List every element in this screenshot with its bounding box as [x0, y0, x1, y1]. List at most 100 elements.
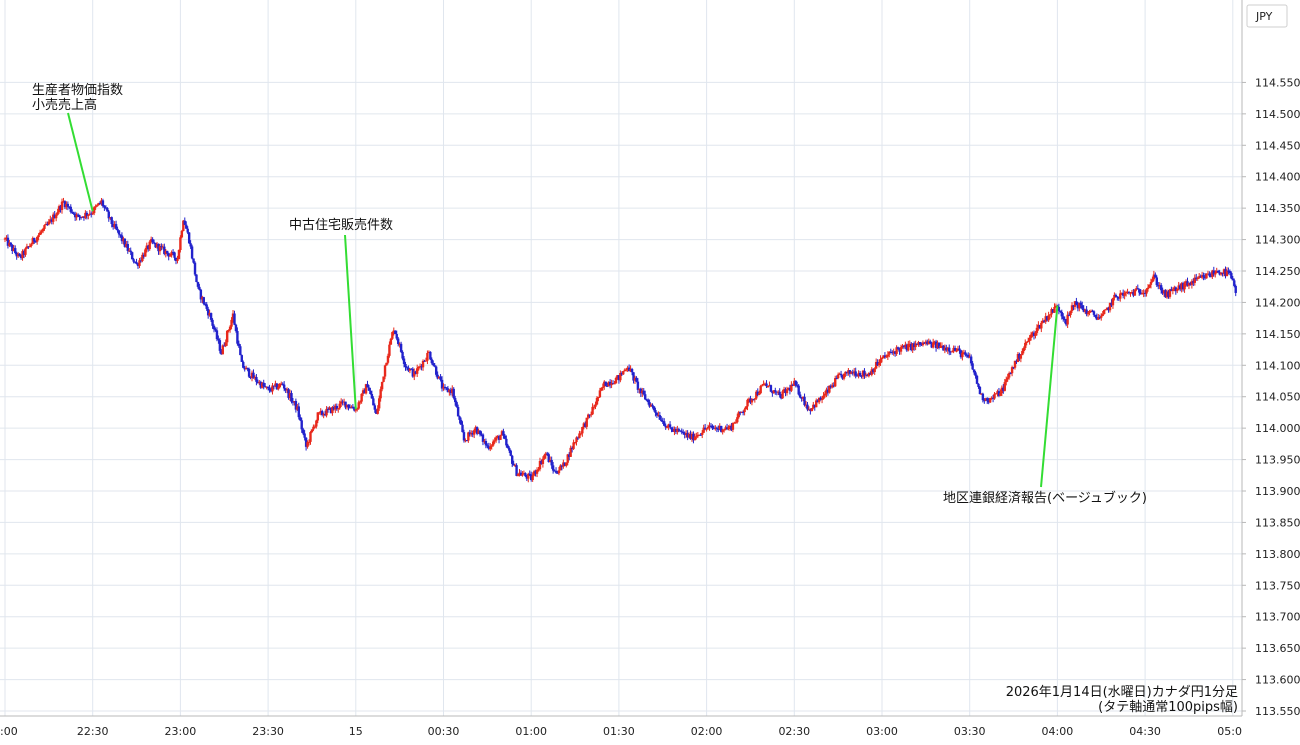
candle-body: [582, 423, 586, 427]
candle-body: [956, 348, 960, 351]
candle-body: [626, 367, 629, 370]
candle-body: [1222, 269, 1226, 274]
candle-body: [306, 442, 309, 447]
candle-body: [604, 381, 607, 386]
candle-body: [1234, 285, 1237, 293]
candle-body: [972, 369, 976, 373]
candle-body: [635, 377, 638, 382]
candle-body: [339, 401, 343, 404]
candle-body: [367, 387, 371, 391]
candle-body: [519, 472, 523, 476]
candle-body: [528, 473, 531, 475]
candle-body: [350, 406, 353, 408]
candle-body: [154, 243, 157, 248]
candle-body: [234, 324, 238, 332]
candle-body: [883, 355, 887, 357]
candle-body: [1219, 272, 1223, 275]
candle-body: [1037, 324, 1040, 328]
candle-body: [1151, 279, 1154, 283]
candle-body: [1211, 270, 1214, 277]
candle-body: [682, 431, 685, 433]
candle-body: [790, 384, 793, 391]
candle-body: [453, 398, 457, 403]
candle-body: [983, 400, 986, 402]
candle-body: [948, 347, 951, 352]
candle-body: [565, 462, 568, 466]
candle-body: [844, 371, 847, 374]
candle-body: [465, 440, 469, 442]
candle-body: [1216, 271, 1220, 273]
candle-body: [1081, 305, 1084, 309]
candle-body: [309, 432, 312, 442]
candle-body: [636, 381, 640, 390]
candle-body: [1228, 271, 1232, 274]
candle-body: [531, 475, 534, 481]
candle-body: [497, 436, 501, 440]
candle-body: [931, 342, 935, 348]
candle-body: [1010, 367, 1014, 374]
candle-body: [777, 391, 780, 393]
candle-body: [436, 374, 439, 379]
candle-body: [670, 427, 673, 430]
candle-body: [815, 400, 818, 408]
candle-body: [1189, 282, 1192, 285]
candle-body: [274, 383, 277, 387]
y-tick-label: 113.550: [1255, 705, 1300, 718]
candle-body: [1164, 290, 1167, 298]
candle-body: [619, 372, 622, 381]
candle-body: [603, 381, 606, 387]
candle-body: [41, 228, 45, 232]
candle-body: [750, 399, 754, 403]
candle-body: [414, 371, 417, 374]
y-tick-label: 114.550: [1255, 76, 1300, 89]
candle-body: [418, 366, 422, 368]
candle-body: [737, 412, 740, 418]
candle-body: [980, 393, 983, 395]
candle-body: [375, 409, 378, 414]
candle-body: [136, 263, 140, 266]
candle-body: [965, 354, 968, 356]
candle-body: [244, 367, 248, 370]
candle-body: [161, 246, 165, 248]
candle-body: [170, 252, 173, 256]
candle-body: [1086, 312, 1090, 315]
candle-body: [1063, 318, 1066, 320]
candle-body: [1002, 387, 1005, 391]
candle-body: [84, 212, 87, 218]
candle-body: [665, 427, 669, 429]
candle-body: [977, 383, 980, 387]
candle-body: [1066, 314, 1069, 325]
candle-body: [326, 408, 330, 410]
candle-body: [1178, 285, 1182, 290]
candle-body: [281, 383, 284, 385]
candle-body: [505, 438, 508, 446]
candle-body: [1012, 367, 1015, 369]
candle-body: [225, 330, 229, 343]
candle-body: [801, 396, 805, 399]
candle-body: [249, 376, 252, 378]
candle-body: [516, 473, 520, 476]
candle-body: [1095, 316, 1099, 320]
candle-body: [515, 465, 518, 476]
candle-body: [24, 248, 27, 255]
candle-body: [22, 251, 26, 255]
candle-body: [581, 426, 584, 434]
candle-body: [782, 389, 786, 392]
candle-body: [130, 252, 134, 260]
candle-body: [715, 427, 719, 429]
candle-body: [908, 343, 911, 345]
candle-body: [588, 414, 591, 416]
candle-body: [763, 383, 767, 385]
candle-body: [886, 354, 890, 357]
candle-body: [54, 214, 58, 219]
candle-body: [940, 345, 944, 347]
candle-body: [1097, 317, 1100, 320]
candle-body: [1006, 377, 1009, 380]
candle-body: [1227, 270, 1230, 272]
candle-body: [543, 455, 546, 459]
candle-body: [109, 217, 112, 219]
candle-body: [1174, 287, 1177, 292]
candle-body: [149, 239, 153, 242]
candle-body: [1064, 319, 1068, 325]
candle-body: [487, 446, 491, 449]
